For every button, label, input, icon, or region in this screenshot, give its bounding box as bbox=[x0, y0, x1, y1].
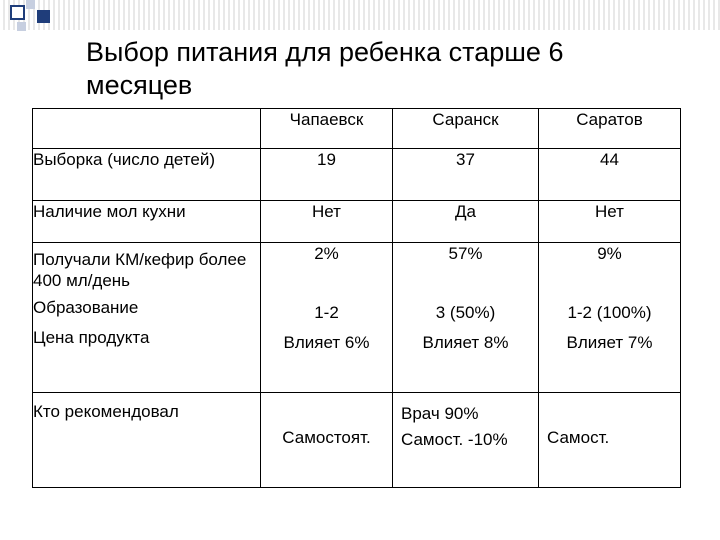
column-header-saratov: Саратов bbox=[538, 108, 681, 149]
cell-recommended-saransk-line2: Самост. -10% bbox=[401, 430, 508, 449]
row-label-kefir: Получали КМ/кефир более 400 мл/день bbox=[33, 250, 247, 290]
row-label-recommended: Кто рекомендовал bbox=[32, 392, 261, 488]
cell-recommended-saransk-line1: Врач 90% bbox=[401, 404, 479, 423]
cell-group-saransk: 57% 3 (50%) Влияет 8% bbox=[392, 242, 539, 393]
table-row: Получали КМ/кефир более 400 мл/день Обра… bbox=[32, 242, 681, 393]
cell-education-saratov: 1-2 (100%) bbox=[567, 303, 652, 322]
cell-price-saransk: Влияет 8% bbox=[422, 333, 509, 352]
cell-recommended-saratov-text: Самост. bbox=[547, 428, 610, 447]
nutrition-table: Чапаевск Саранск Саратов Выборка (число … bbox=[32, 108, 681, 488]
row-label-group: Получали КМ/кефир более 400 мл/день Обра… bbox=[32, 242, 261, 393]
cell-price-saratov: Влияет 7% bbox=[566, 333, 653, 352]
cell-recommended-saratov: Самост. bbox=[538, 392, 681, 488]
row-label-kitchen: Наличие мол кухни bbox=[32, 200, 261, 243]
column-header-saransk: Саранск bbox=[392, 108, 539, 149]
cell-kitchen-saransk: Да bbox=[392, 200, 539, 243]
table-row: Наличие мол кухни Нет Да Нет bbox=[32, 200, 681, 243]
cell-recommended-chapaevsk: Самостоят. bbox=[260, 392, 393, 488]
header-row: Чапаевск Саранск Саратов bbox=[32, 108, 681, 149]
table-row: Выборка (число детей) 19 37 44 bbox=[32, 148, 681, 201]
header-empty-cell bbox=[32, 108, 261, 149]
cell-education-chapaevsk: 1-2 bbox=[314, 303, 339, 322]
cell-recommended-chapaevsk-text: Самостоят. bbox=[282, 428, 371, 447]
cell-kefir-chapaevsk: 2% bbox=[314, 244, 339, 263]
cell-recommended-saransk: Врач 90% Самост. -10% bbox=[392, 392, 539, 488]
cell-sample-saratov: 44 bbox=[538, 148, 681, 201]
row-label-price: Цена продукта bbox=[33, 328, 150, 347]
column-header-chapaevsk: Чапаевск bbox=[260, 108, 393, 149]
row-label-sample: Выборка (число детей) bbox=[32, 148, 261, 201]
cell-sample-chapaevsk: 19 bbox=[260, 148, 393, 201]
cell-kefir-saransk: 57% bbox=[448, 244, 483, 263]
table-row: Кто рекомендовал Самостоят. Врач 90% Сам… bbox=[32, 392, 681, 488]
cell-kitchen-saratov: Нет bbox=[538, 200, 681, 243]
cell-kefir-saratov: 9% bbox=[597, 244, 622, 263]
cell-group-chapaevsk: 2% 1-2 Влияет 6% bbox=[260, 242, 393, 393]
page-title: Выбор питания для ребенка старше 6 месяц… bbox=[86, 37, 564, 100]
cell-price-chapaevsk: Влияет 6% bbox=[283, 333, 370, 352]
cell-sample-saransk: 37 bbox=[392, 148, 539, 201]
cell-group-saratov: 9% 1-2 (100%) Влияет 7% bbox=[538, 242, 681, 393]
header-stripes bbox=[0, 0, 720, 30]
cell-education-saransk: 3 (50%) bbox=[435, 303, 496, 322]
row-label-education: Образование bbox=[33, 298, 139, 317]
cell-kitchen-chapaevsk: Нет bbox=[260, 200, 393, 243]
